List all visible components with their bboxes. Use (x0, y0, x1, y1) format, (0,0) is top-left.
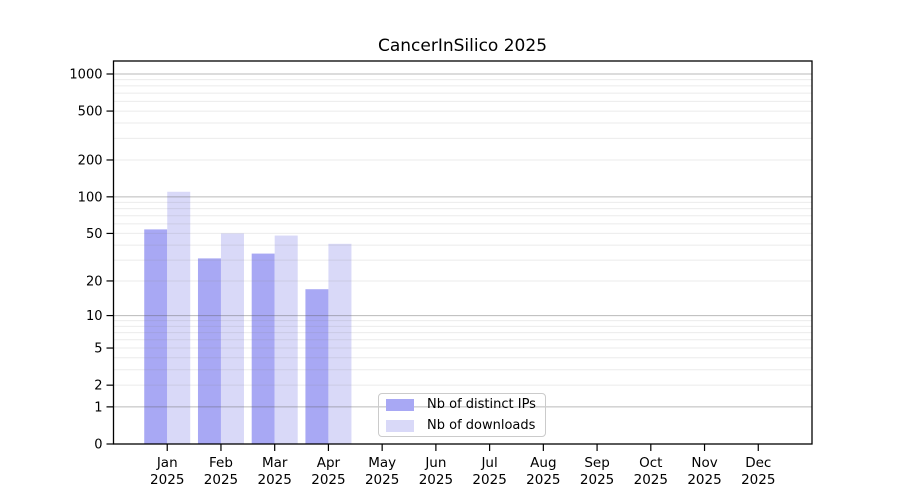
x-tick-label-year: 2025 (311, 472, 345, 488)
x-tick-label-month: Jan (156, 455, 178, 471)
legend-label-distinct-ips: Nb of distinct IPs (427, 397, 536, 412)
y-tick-label: 200 (78, 153, 103, 168)
x-tick-label-year: 2025 (150, 472, 184, 488)
bar-downloads-feb (220, 233, 244, 444)
x-tick-label-year: 2025 (258, 472, 292, 488)
x-tick-label-year: 2025 (580, 472, 614, 488)
y-tick-label: 1 (94, 400, 102, 415)
x-tick-label-month: Dec (745, 455, 771, 471)
x-tick-label-month: Jul (480, 455, 497, 471)
x-tick-label-year: 2025 (204, 472, 238, 488)
legend-entry-distinct-ips: Nb of distinct IPs (386, 397, 545, 412)
x-tick-label-year: 2025 (741, 472, 775, 488)
bar-distinct-ips-mar (251, 253, 275, 444)
y-tick-label: 20 (86, 274, 103, 289)
bar-distinct-ips-apr (305, 289, 329, 444)
x-tick-label-year: 2025 (687, 472, 721, 488)
bar-downloads-jan (167, 191, 191, 444)
x-tick-label-month: Aug (530, 455, 556, 471)
bar-downloads-mar (274, 235, 298, 444)
distinct-ips-swatch (386, 398, 414, 411)
x-tick-label-year: 2025 (365, 472, 399, 488)
x-tick-label-month: Oct (639, 455, 662, 471)
x-tick-label-month: Nov (691, 455, 717, 471)
x-tick-label-year: 2025 (419, 472, 453, 488)
y-tick-label: 10 (86, 309, 103, 324)
plot-frame (112, 60, 813, 445)
legend: Nb of distinct IPs Nb of downloads (378, 393, 546, 437)
y-tick-label: 0 (94, 438, 102, 453)
x-tick-label-month: Feb (209, 455, 233, 471)
x-tick-label-month: May (368, 455, 396, 471)
x-tick-label-year: 2025 (634, 472, 668, 488)
legend-entry-downloads: Nb of downloads (386, 418, 545, 433)
y-tick-label: 2 (94, 379, 102, 394)
x-tick-label-month: Jun (424, 455, 446, 471)
bar-downloads-apr (328, 243, 352, 444)
y-tick-label: 50 (86, 227, 103, 242)
bar-distinct-ips-jan (144, 229, 168, 444)
x-tick-label-month: Mar (262, 455, 288, 471)
y-tick-label: 1000 (69, 68, 102, 83)
x-tick-label-month: Sep (584, 455, 609, 471)
downloads-swatch (386, 419, 414, 432)
legend-label-downloads: Nb of downloads (427, 418, 536, 433)
x-tick-label-year: 2025 (472, 472, 506, 488)
y-tick-label: 5 (94, 342, 102, 357)
chart-title: CancerInSilico 2025 (377, 36, 548, 56)
x-tick-label-month: Apr (317, 455, 341, 471)
y-tick-label: 100 (78, 190, 103, 205)
bar-distinct-ips-feb (197, 258, 221, 444)
x-tick-label-year: 2025 (526, 472, 560, 488)
y-tick-label: 500 (78, 105, 103, 120)
